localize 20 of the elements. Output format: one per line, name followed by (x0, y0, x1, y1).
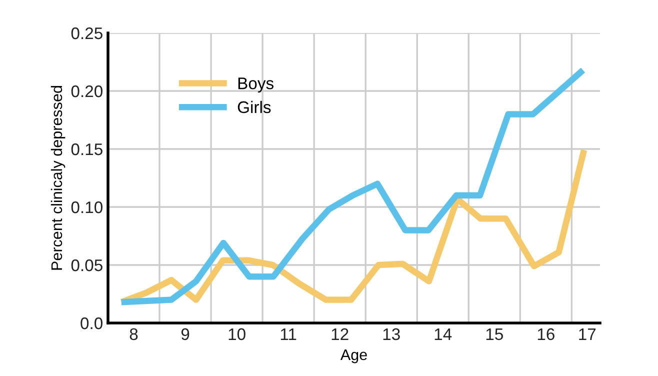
x-tick-label: 10 (228, 328, 246, 340)
x-tick-label: 11 (280, 328, 296, 340)
y-tick-label: 0.05 (71, 259, 102, 272)
y-tick-label: 0.20 (71, 85, 102, 98)
x-tick-label: 16 (538, 328, 554, 340)
x-tick-label: 17 (579, 328, 596, 340)
x-tick-label: 8 (130, 328, 138, 340)
x-tick-label: 15 (486, 328, 503, 340)
y-axis-title: Percent clinicaly depressed (50, 86, 66, 270)
y-tick-label: 0.0 (80, 317, 102, 330)
x-tick-label: 12 (332, 328, 348, 340)
y-tick-label: 0.15 (71, 143, 102, 156)
y-tick-label: 0.25 (71, 27, 102, 40)
x-tick-label: 14 (434, 328, 452, 340)
x-axis-title: Age (340, 350, 367, 364)
legend-label: Boys (238, 78, 274, 93)
x-tick-label: 9 (181, 328, 190, 340)
y-tick-label: 0.10 (71, 201, 102, 214)
legend-label: Girls (238, 100, 271, 114)
x-tick-label: 13 (383, 328, 400, 340)
